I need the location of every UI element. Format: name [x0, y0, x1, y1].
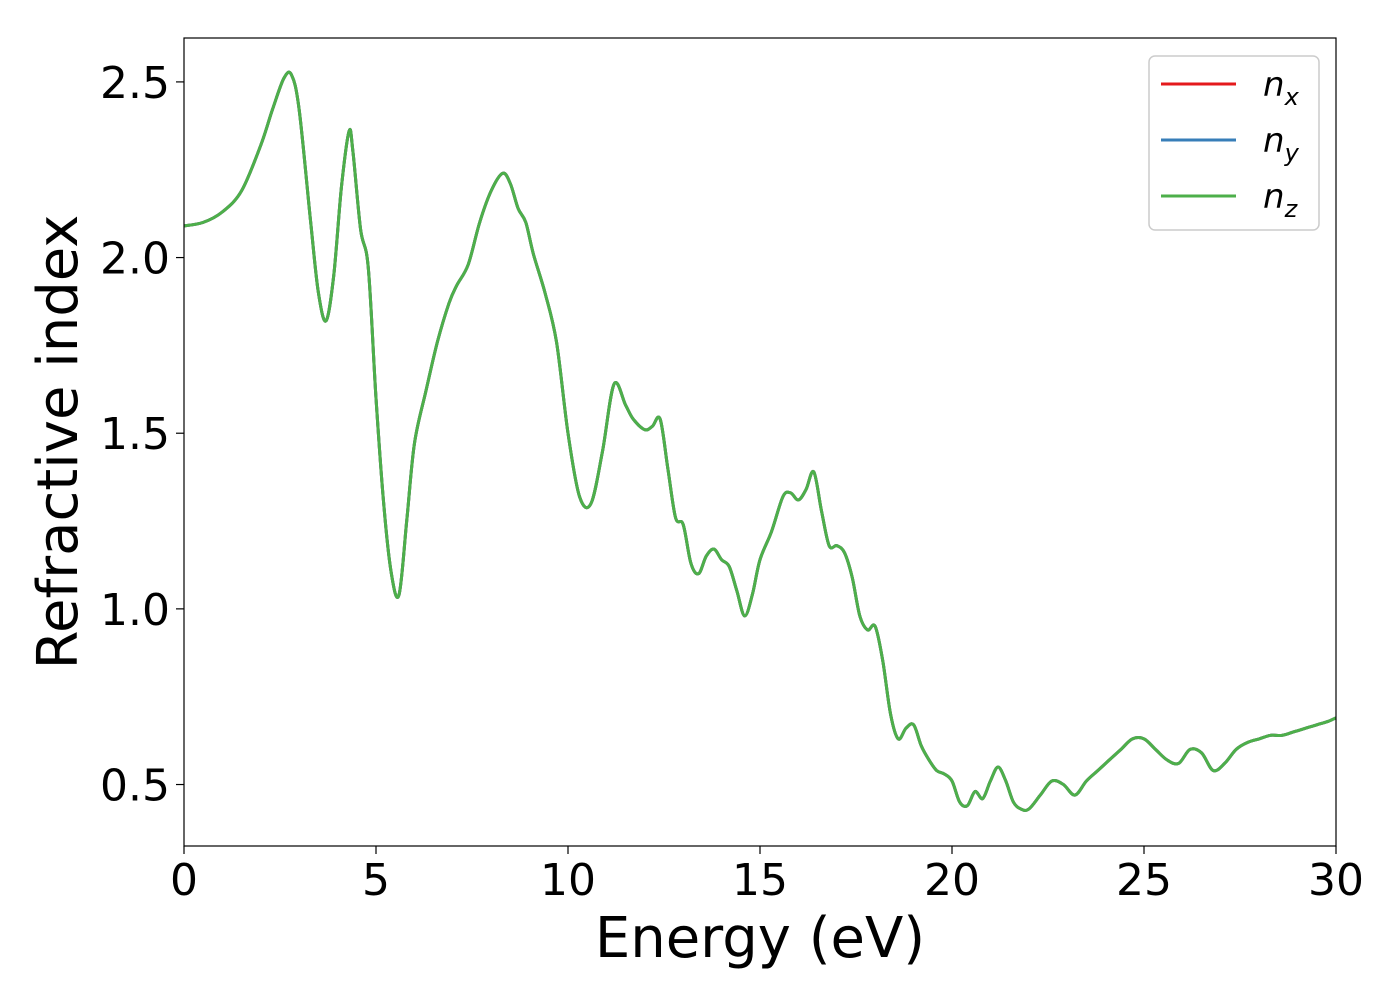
x-tick-label: 10 [540, 855, 596, 906]
x-tick-label: 0 [170, 855, 198, 906]
y-axis-title: Refractive index [26, 215, 91, 670]
x-tick-label: 5 [362, 855, 390, 906]
y-tick-label: 1.0 [100, 585, 170, 636]
x-tick-label: 30 [1308, 855, 1364, 906]
legend-box [1148, 55, 1320, 231]
x-axis-title: Energy (eV) [595, 906, 925, 971]
series-line-n-z [183, 70, 1337, 812]
axis-ticks: 0 5 10 15 20 25 30 0.5 1.0 1.5 2.0 2.5 [100, 58, 1364, 906]
series-layer [183, 70, 1337, 812]
y-tick-label: 1.5 [100, 409, 170, 460]
legend-label-n-x: nx [1263, 65, 1300, 111]
y-tick-label: 0.5 [100, 761, 170, 812]
y-tick-label: 2.0 [100, 234, 170, 285]
x-tick-label: 15 [732, 855, 788, 906]
x-tick-label: 20 [924, 855, 980, 906]
y-tick-label: 2.5 [100, 58, 170, 109]
x-tick-label: 25 [1116, 855, 1172, 906]
